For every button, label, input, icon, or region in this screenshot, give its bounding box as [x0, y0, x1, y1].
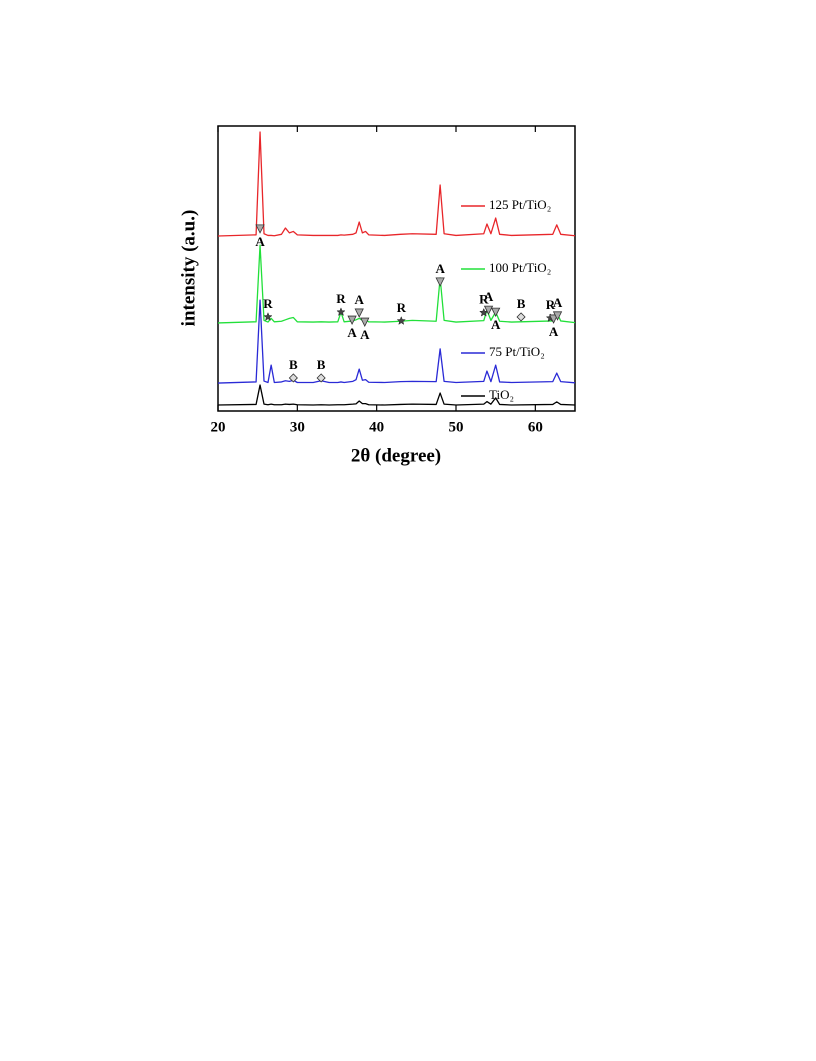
legend-label: 125 Pt/TiO₂ [489, 197, 551, 212]
x-tick-label: 40 [369, 419, 384, 435]
annotation-marker [552, 311, 563, 321]
annotation-label: A [491, 317, 501, 332]
annotation-label: R [397, 300, 407, 315]
annotation-label: A [347, 325, 357, 340]
annotation-label: B [317, 357, 326, 372]
x-tick-label: 20 [211, 419, 226, 435]
legend-label: 75 Pt/TiO₂ [489, 344, 545, 359]
legend-label: 100 Pt/TiO₂ [489, 260, 551, 275]
annotation-label: R [336, 291, 346, 306]
annotation-label: A [484, 289, 494, 304]
annotation-marker [360, 317, 370, 327]
x-tick-label: 30 [290, 419, 305, 435]
annotation-marker [396, 316, 406, 325]
annotation-marker [263, 312, 273, 321]
annotation-label: A [553, 295, 563, 310]
annotation-marker [491, 307, 501, 317]
annotation-label: B [517, 296, 526, 311]
annotation-marker [255, 224, 265, 234]
annotation-label: R [546, 297, 556, 312]
annotation-label: R [263, 296, 273, 311]
legend-label: TiO₂ [489, 387, 514, 402]
plot-frame [217, 125, 576, 412]
x-tick-label: 50 [449, 419, 464, 435]
annotation-marker [516, 312, 526, 322]
annotation-marker [316, 373, 326, 383]
annotation-label: A [435, 261, 445, 276]
annotation-label: B [289, 357, 298, 372]
x-axis-title: 2θ (degree) [351, 445, 441, 466]
x-tick-label: 60 [528, 419, 543, 435]
annotation-marker [347, 315, 357, 325]
annotation-marker [336, 307, 346, 317]
series-line [217, 244, 576, 324]
series-line [217, 384, 576, 406]
series-line [217, 299, 576, 384]
annotation-label: A [549, 324, 559, 339]
annotation-label: A [255, 234, 265, 249]
annotation-marker [483, 305, 494, 316]
annotation-marker [435, 277, 445, 287]
series-line [217, 131, 576, 237]
annotation-label: A [355, 292, 365, 307]
annotation-marker [548, 314, 559, 324]
annotation-marker [354, 308, 364, 318]
annotation-label: R [479, 292, 489, 307]
annotation-marker [288, 373, 298, 383]
y-axis-title: intensity (a.u.) [178, 210, 199, 327]
annotation-label: A [360, 327, 370, 342]
